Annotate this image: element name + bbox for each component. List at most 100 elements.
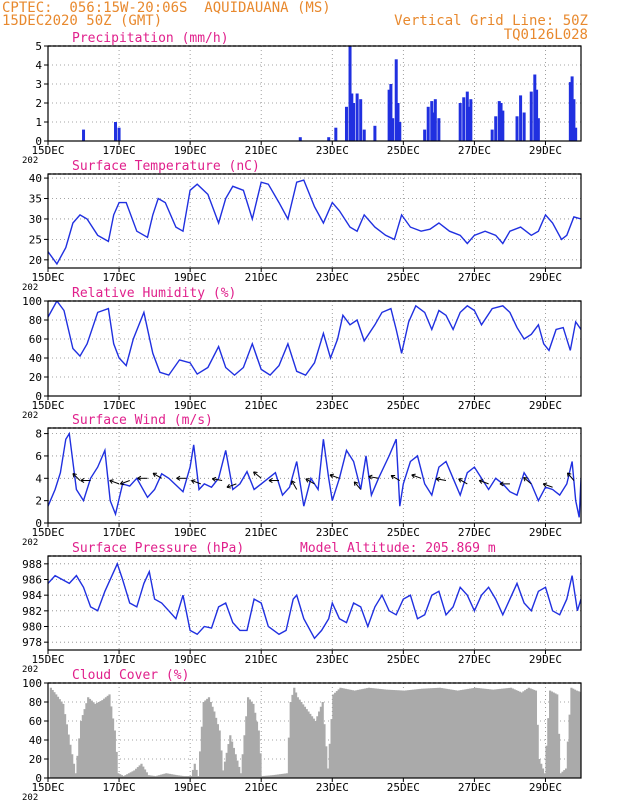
cloud-bar (534, 690, 538, 778)
wind-arrow (109, 479, 120, 485)
cloud-bar (357, 689, 360, 778)
x-tick-label: 27DEC (458, 399, 491, 412)
wind-arrow (305, 478, 315, 485)
cloud-bar (550, 691, 553, 778)
y-tick-label: 982 (22, 605, 42, 618)
cloud-bar (396, 690, 399, 778)
x-tick-label: 19DEC (174, 271, 207, 284)
cloud-bar (79, 721, 83, 778)
cloud-bar (421, 688, 424, 778)
x-tick-label: 17DEC (103, 144, 136, 157)
cloud-bar (332, 694, 335, 778)
cloud-bar (271, 775, 275, 778)
cloud-bar (485, 688, 488, 778)
y-tick-label: 0 (35, 390, 42, 403)
y-tick-label: 5 (35, 40, 42, 53)
y-tick-label: 980 (22, 621, 42, 634)
wind-arrow-head (109, 479, 114, 484)
wind-arrow (353, 481, 362, 490)
wind-line (48, 431, 581, 518)
cloud-bar (502, 688, 506, 778)
cloud-bar (83, 709, 86, 778)
cloud-bar (300, 702, 303, 778)
cloud-bar (312, 718, 315, 778)
cloud-bar (293, 687, 296, 778)
x-tick-label: 19DEC (174, 144, 207, 157)
wind-arrow (226, 483, 237, 489)
cloud-bar (499, 688, 502, 778)
wind-arrow-shaft (411, 474, 422, 479)
cloud-bar (85, 703, 88, 778)
precip-bar (389, 84, 393, 141)
cloud-bar (429, 688, 433, 778)
cloud-bar (264, 775, 267, 778)
cloud-bar (202, 702, 205, 778)
wind-arrow-head (478, 479, 484, 484)
wind-arrow-shaft (436, 478, 447, 482)
cloud-bar (412, 689, 415, 778)
wind-arrow (368, 474, 379, 480)
cloud-bar (216, 724, 219, 778)
cloud-bar (69, 744, 72, 778)
precip-bar (501, 110, 505, 141)
cloud-bar (472, 688, 475, 778)
cloud-bar (197, 776, 200, 778)
cloud-bar (355, 690, 358, 778)
cloud-bar (321, 702, 324, 778)
precip-bar (114, 122, 118, 141)
cloud-bar (360, 689, 363, 778)
cloud-bar (477, 688, 481, 778)
wind-arrow-shaft (567, 472, 575, 481)
cloud-bar (337, 689, 340, 778)
precip-bar (494, 116, 498, 141)
cloud-bar (387, 689, 390, 778)
y-tick-label: 40 (29, 172, 42, 185)
cloud-bar (339, 687, 342, 778)
panel-frame (47, 427, 582, 524)
cloud-bar (136, 767, 140, 778)
cloud-bar (143, 769, 147, 778)
panel-rh: 0 20 40 60 80 100 15DEC 17DEC 19DEC 21DEC 23DEC 25D… (22, 286, 582, 421)
panel-title: Surface Temperature (nC) (72, 159, 260, 174)
cloud-bar (142, 766, 145, 778)
header-model-code: TQ0126L028 (503, 27, 588, 43)
series-cloud (49, 687, 581, 778)
cloud-bar (390, 689, 394, 778)
panel-press: 978 980 982 984 986 988 15DEC 17DEC 19DEC 21DEC 23… (22, 541, 582, 675)
wind-arrow (211, 476, 223, 482)
x-tick-label: 29DEC (529, 399, 562, 412)
cloud-bar (424, 688, 427, 778)
precip-bar (362, 129, 366, 141)
cloud-bar (106, 695, 109, 778)
precip-bar (359, 99, 363, 141)
cloud-bar (371, 688, 374, 778)
cloud-bar (559, 773, 562, 778)
cloud-bar (504, 688, 507, 778)
cloud-bar (376, 688, 379, 778)
x-year-stub: 202 (22, 793, 38, 800)
cloud-bar (335, 691, 339, 778)
x-tick-label: 15DEC (31, 653, 64, 666)
cloud-bar (282, 773, 285, 778)
wind-arrow-head (253, 471, 258, 476)
cloud-bar (508, 687, 511, 778)
cloud-bar (291, 694, 294, 778)
cloud-bar (538, 759, 541, 778)
x-tick-label: 29DEC (529, 144, 562, 157)
y-tick-label: 100 (22, 295, 42, 308)
cloud-bar (570, 687, 573, 778)
cloud-bar (513, 689, 516, 778)
y-tick-label: 986 (22, 574, 42, 587)
cloud-bar (88, 698, 92, 778)
wind-arrow-shaft (120, 480, 130, 485)
x-tick-label: 29DEC (529, 526, 562, 539)
x-tick-label: 17DEC (103, 271, 136, 284)
cloud-bar (543, 773, 546, 778)
wind-arrow-head (329, 473, 334, 479)
x-tick-label: 19DEC (174, 526, 207, 539)
cloud-bar (399, 690, 402, 778)
cloud-bar (453, 690, 456, 778)
cloud-bar (568, 714, 571, 778)
precip-bar (572, 99, 576, 141)
cloud-bar (92, 702, 95, 778)
